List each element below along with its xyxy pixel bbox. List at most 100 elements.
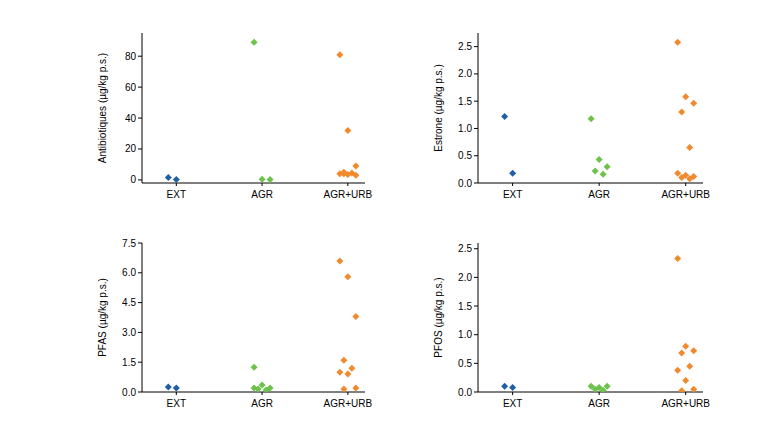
y-tick bbox=[474, 248, 478, 249]
point bbox=[352, 162, 359, 169]
x-tick-label: AGR bbox=[588, 189, 610, 200]
x-tick bbox=[599, 183, 600, 186]
point bbox=[686, 144, 693, 151]
y-tick bbox=[474, 46, 478, 47]
x-tick-label: EXT bbox=[167, 398, 186, 409]
point bbox=[682, 343, 689, 350]
y-axis-label: PFOS (µg/kg p.s.) bbox=[433, 277, 444, 357]
x-tick-label: AGR+URB bbox=[661, 189, 710, 200]
point bbox=[690, 386, 697, 392]
point bbox=[340, 357, 347, 364]
point bbox=[251, 385, 258, 392]
point bbox=[690, 100, 697, 107]
x-tick-label: EXT bbox=[503, 189, 522, 200]
y-axis-line bbox=[142, 33, 143, 183]
point bbox=[344, 127, 351, 134]
x-axis-line bbox=[142, 392, 365, 393]
y-axis-label: Estrone (µg/kg p.s.) bbox=[433, 64, 444, 151]
y-tick bbox=[474, 128, 478, 129]
point bbox=[682, 377, 689, 384]
point bbox=[678, 350, 685, 357]
y-tick-label: 0 bbox=[130, 174, 136, 185]
y-tick-label: 0.0 bbox=[122, 387, 136, 398]
x-tick bbox=[685, 392, 686, 395]
x-tick bbox=[685, 183, 686, 186]
y-axis-line bbox=[142, 243, 143, 392]
y-tick-label: 2.0 bbox=[458, 272, 472, 283]
y-tick bbox=[474, 363, 478, 364]
point bbox=[686, 363, 693, 370]
point bbox=[165, 174, 172, 181]
point bbox=[336, 369, 343, 376]
point bbox=[509, 384, 516, 391]
y-tick-label: 6.0 bbox=[122, 267, 136, 278]
chart-root: 020406080Antibiotiques (µg/kg p.s.)EXTAG… bbox=[0, 0, 760, 440]
point bbox=[604, 163, 611, 170]
point bbox=[600, 387, 607, 392]
x-tick-label: EXT bbox=[167, 189, 186, 200]
y-tick bbox=[138, 392, 142, 393]
y-tick-label: 2.0 bbox=[458, 68, 472, 79]
y-tick-label: 0.0 bbox=[458, 178, 472, 189]
x-tick-label: AGR bbox=[251, 398, 273, 409]
y-tick bbox=[138, 118, 142, 119]
x-axis-line bbox=[478, 183, 703, 184]
point bbox=[690, 347, 697, 354]
point bbox=[251, 364, 258, 371]
point bbox=[674, 255, 681, 262]
x-tick bbox=[262, 183, 263, 186]
point bbox=[596, 156, 603, 163]
x-tick bbox=[599, 392, 600, 395]
point bbox=[592, 386, 599, 392]
y-axis-label: PFAS (µg/kg p.s.) bbox=[97, 278, 108, 357]
point bbox=[336, 51, 343, 58]
point bbox=[348, 365, 355, 372]
y-tick bbox=[138, 332, 142, 333]
y-tick-label: 0.5 bbox=[458, 358, 472, 369]
x-tick bbox=[347, 183, 348, 186]
point bbox=[501, 113, 508, 120]
y-tick bbox=[138, 87, 142, 88]
point bbox=[267, 176, 274, 183]
y-tick-label: 40 bbox=[125, 113, 137, 124]
y-axis-line bbox=[478, 243, 479, 392]
y-tick bbox=[474, 392, 478, 393]
y-tick bbox=[474, 101, 478, 102]
x-tick bbox=[512, 183, 513, 186]
y-tick-label: 0.0 bbox=[458, 387, 472, 398]
y-tick-label: 1.0 bbox=[458, 123, 472, 134]
point bbox=[592, 168, 599, 175]
y-tick bbox=[138, 302, 142, 303]
y-tick-label: 1.5 bbox=[458, 301, 472, 312]
plot-area bbox=[165, 39, 360, 183]
y-tick bbox=[474, 334, 478, 335]
y-tick-label: 1.5 bbox=[122, 357, 136, 368]
x-tick bbox=[347, 392, 348, 395]
y-tick bbox=[474, 73, 478, 74]
y-axis-line bbox=[478, 33, 479, 183]
point bbox=[263, 387, 270, 392]
plot-area bbox=[501, 39, 697, 182]
point bbox=[336, 257, 343, 264]
y-tick-label: 2.5 bbox=[458, 41, 472, 52]
point bbox=[678, 174, 685, 181]
point bbox=[165, 384, 172, 391]
point bbox=[173, 176, 180, 183]
x-tick bbox=[262, 392, 263, 395]
x-tick bbox=[176, 183, 177, 186]
point bbox=[678, 109, 685, 116]
point bbox=[352, 385, 359, 392]
y-tick bbox=[138, 243, 142, 244]
y-tick-label: 3.0 bbox=[122, 327, 136, 338]
point bbox=[682, 93, 689, 100]
x-tick-label: AGR+URB bbox=[324, 398, 373, 409]
plot-area bbox=[165, 257, 360, 392]
y-tick-label: 4.5 bbox=[122, 297, 136, 308]
point bbox=[674, 39, 681, 46]
y-tick-label: 2.5 bbox=[458, 243, 472, 254]
y-axis-label: Antibiotiques (µg/kg p.s.) bbox=[97, 53, 108, 163]
y-tick-label: 80 bbox=[125, 51, 137, 62]
point bbox=[352, 172, 359, 179]
x-tick-label: EXT bbox=[503, 398, 522, 409]
y-tick bbox=[138, 272, 142, 273]
